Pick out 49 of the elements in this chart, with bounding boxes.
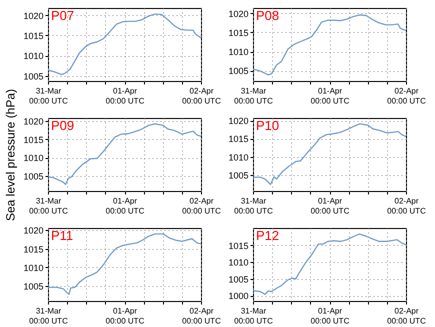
- y-tick-label: 1005: [23, 281, 44, 292]
- x-tick-label: 31-Mar 00:00 UTC: [29, 86, 68, 106]
- chart-title: P07: [51, 8, 74, 23]
- x-tick-label: 31-Mar 00:00 UTC: [29, 306, 68, 326]
- y-tick-label: 1010: [23, 153, 44, 164]
- chart-title: P11: [51, 228, 74, 243]
- y-tick-label: 1005: [228, 274, 248, 284]
- x-tick-label: 02-Apr 00:00 UTC: [387, 196, 426, 216]
- y-tick-label: 1010: [23, 51, 44, 62]
- y-tick-label: 1005: [228, 66, 248, 76]
- x-tick-label: 31-Mar 00:00 UTC: [234, 306, 274, 326]
- y-tick-label: 1015: [228, 240, 248, 251]
- x-tick-label: 01-Apr 00:00 UTC: [310, 196, 350, 216]
- y-tick-label: 1010: [228, 258, 248, 268]
- y-tick-label: 1015: [23, 134, 44, 145]
- y-tick-label: 1000: [228, 291, 248, 302]
- y-tick-label: 1005: [228, 170, 248, 181]
- y-tick-label: 1020: [228, 116, 248, 126]
- x-tick-label: 31-Mar 00:00 UTC: [234, 196, 274, 216]
- chart-title: P08: [256, 8, 280, 23]
- y-tick-label: 1020: [228, 8, 248, 19]
- y-axis-title: Sea level pressure (hPa): [3, 88, 18, 222]
- x-tick-label: 01-Apr 00:00 UTC: [310, 306, 350, 326]
- x-tick-label: 02-Apr 00:00 UTC: [387, 306, 426, 326]
- x-tick-label: 01-Apr 00:00 UTC: [106, 86, 145, 106]
- x-tick-label: 02-Apr 00:00 UTC: [182, 306, 222, 326]
- y-tick-label: 1020: [23, 226, 44, 236]
- y-tick-label: 1015: [23, 30, 44, 41]
- x-tick-label: 01-Apr 00:00 UTC: [106, 306, 145, 326]
- x-tick-label: 02-Apr 00:00 UTC: [182, 86, 222, 106]
- y-tick-label: 1020: [23, 10, 44, 21]
- chart-title: P09: [51, 118, 74, 133]
- y-tick-label: 1015: [228, 134, 248, 144]
- y-tick-label: 1005: [23, 171, 44, 182]
- x-tick-label: 31-Mar 00:00 UTC: [234, 86, 274, 106]
- y-tick-label: 1015: [23, 244, 44, 254]
- chart-title: P12: [256, 228, 280, 243]
- x-tick-label: 01-Apr 00:00 UTC: [310, 86, 350, 106]
- y-tick-label: 1020: [23, 116, 44, 126]
- x-tick-label: 01-Apr 00:00 UTC: [106, 196, 145, 216]
- y-tick-label: 1015: [228, 28, 248, 38]
- y-tick-label: 1005: [23, 71, 44, 82]
- chart-title: P10: [256, 118, 280, 133]
- x-tick-label: 02-Apr 00:00 UTC: [182, 196, 222, 216]
- y-tick-label: 1010: [23, 262, 44, 273]
- y-tick-label: 1010: [228, 152, 248, 162]
- x-tick-label: 02-Apr 00:00 UTC: [387, 86, 426, 106]
- x-tick-label: 31-Mar 00:00 UTC: [29, 196, 68, 216]
- y-tick-label: 1010: [228, 47, 248, 58]
